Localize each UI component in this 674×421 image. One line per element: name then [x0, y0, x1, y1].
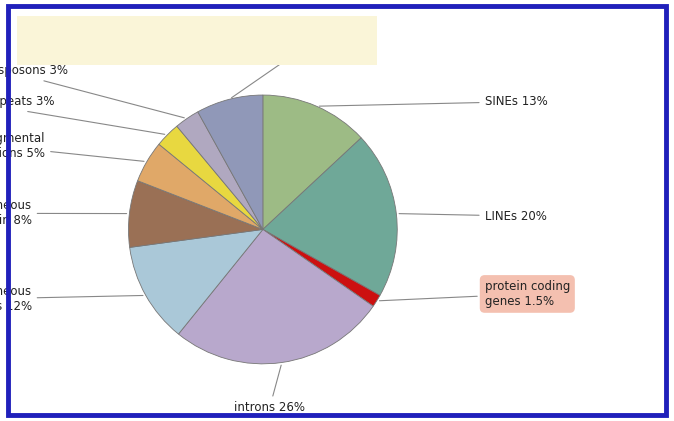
Wedge shape — [177, 112, 263, 229]
Text: protein coding
genes 1.5%: protein coding genes 1.5% — [379, 280, 570, 308]
FancyBboxPatch shape — [17, 16, 377, 65]
Wedge shape — [137, 144, 263, 229]
Wedge shape — [197, 95, 263, 229]
Text: simple sequence repeats 3%: simple sequence repeats 3% — [0, 95, 164, 134]
Wedge shape — [129, 229, 263, 334]
Wedge shape — [129, 181, 263, 248]
Text: LTR retrotransposons 8%: LTR retrotransposons 8% — [230, 42, 377, 98]
Text: SINEs 13%: SINEs 13% — [319, 95, 547, 108]
Wedge shape — [263, 95, 361, 229]
Text: introns 26%: introns 26% — [234, 365, 305, 414]
Wedge shape — [179, 229, 373, 364]
Text: miscellaneous
heterochromatin 8%: miscellaneous heterochromatin 8% — [0, 199, 127, 227]
Text: LINEs 20%: LINEs 20% — [399, 210, 547, 223]
Text: segmental
duplications 5%: segmental duplications 5% — [0, 132, 144, 161]
Wedge shape — [263, 229, 380, 306]
Text: DNA transposons 3%: DNA transposons 3% — [0, 64, 184, 118]
Text: miscellaneous
unique sequences 12%: miscellaneous unique sequences 12% — [0, 285, 143, 313]
Wedge shape — [263, 138, 397, 296]
Wedge shape — [159, 126, 263, 229]
Text: main components of the human genome: main components of the human genome — [28, 33, 328, 48]
